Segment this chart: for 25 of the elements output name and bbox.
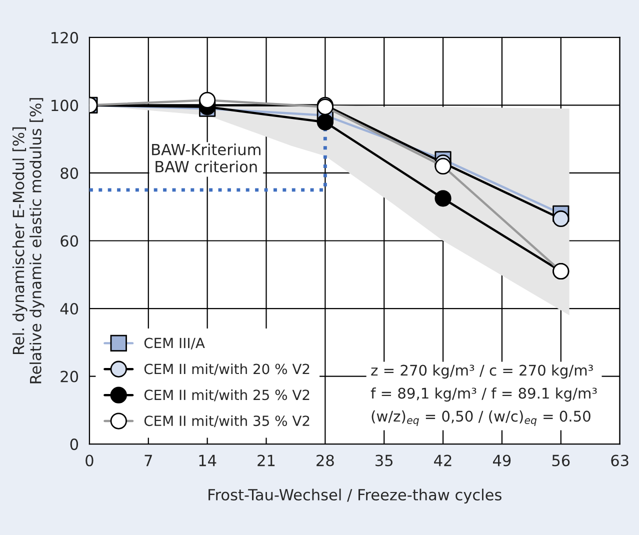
y-axis-title: Rel. dynamischer E-Modul [%] Relative dynamic elastic modulus [%] — [12, 98, 44, 384]
x-tick-label: 14 — [199, 454, 216, 466]
x-tick-label: 0 — [86, 454, 94, 466]
annotation: z = 270 kg/m³ / c = 270 kg/m³ f = 89,1 kg/m³ / f = 89.1 kg/m³ (w/z)$_{eq}$ = 0,50 / (w/c)$_{eq}$ = 0.50 — [370, 364, 597, 426]
legend-label: CEM II mit/with 25 % V2 — [144, 389, 310, 402]
y-tick-label: 80 — [60, 167, 78, 180]
x-tick-label: 21 — [258, 454, 275, 466]
legend-label: CEM II mit/with 35 % V2 — [144, 415, 310, 428]
annotation: BAW-Kriterium BAW criterion — [152, 143, 260, 172]
x-tick-label: 35 — [376, 454, 392, 466]
y-tick-label: 60 — [60, 235, 78, 247]
y-tick-label: 0 — [70, 438, 78, 450]
x-tick-label: 63 — [611, 454, 628, 466]
x-tick-label: 56 — [552, 454, 570, 466]
x-tick-label: 49 — [492, 454, 511, 466]
y-tick-label: 120 — [52, 32, 78, 44]
x-tick-label: 7 — [144, 454, 152, 466]
legend-label: CEM III/A — [144, 338, 205, 350]
legend-label: CEM II mit/with 20 % V2 — [144, 363, 310, 376]
y-tick-label: 20 — [60, 370, 78, 382]
y-tick-label: 40 — [60, 302, 78, 315]
x-tick-label: 42 — [434, 454, 452, 466]
x-axis-title: Frost-Tau-Wechsel / Freeze-thaw cycles — [208, 488, 502, 504]
y-tick-label: 100 — [52, 100, 78, 112]
x-tick-label: 28 — [316, 454, 334, 466]
